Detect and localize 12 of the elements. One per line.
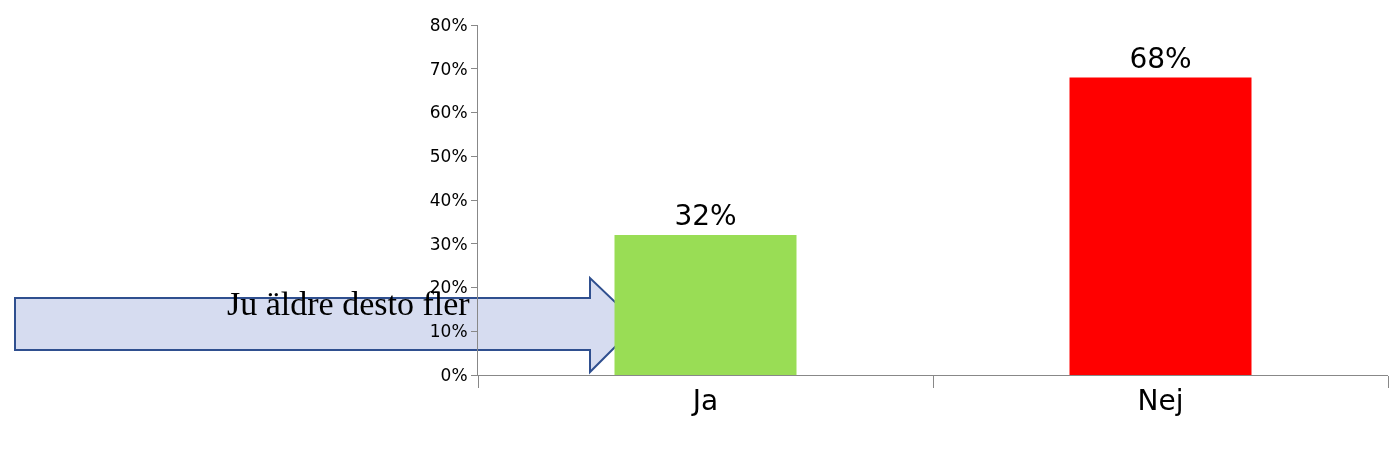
x-tick-label: Ja bbox=[690, 383, 719, 417]
y-tick-label: 50% bbox=[429, 146, 468, 167]
y-tick-label: 30% bbox=[429, 233, 468, 254]
y-tick-label: 70% bbox=[429, 58, 468, 79]
data-label: 32% bbox=[674, 199, 737, 232]
y-tick-label: 60% bbox=[429, 102, 468, 123]
y-tick-label: 80% bbox=[429, 14, 468, 35]
x-tick-label: Nej bbox=[1137, 383, 1184, 417]
data-label: 68% bbox=[1129, 41, 1192, 75]
y-tick-label: 0% bbox=[440, 364, 468, 385]
y-tick-label: 10% bbox=[429, 321, 468, 342]
y-tick-label: 40% bbox=[429, 189, 468, 210]
